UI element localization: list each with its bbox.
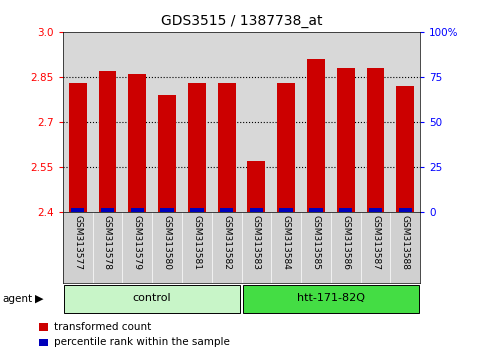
Bar [99,71,116,212]
Bar [277,83,295,212]
Text: GSM313586: GSM313586 [341,215,350,269]
Bar [130,209,144,212]
Text: GSM313580: GSM313580 [163,215,171,269]
Bar [247,161,265,212]
FancyBboxPatch shape [64,285,240,314]
Text: GSM313587: GSM313587 [371,215,380,269]
Text: GSM313578: GSM313578 [103,215,112,269]
Text: GSM313579: GSM313579 [133,215,142,269]
Text: GSM313585: GSM313585 [312,215,320,269]
Bar [369,209,382,212]
FancyBboxPatch shape [243,285,419,314]
Bar [339,209,353,212]
Bar [69,83,86,212]
Text: GDS3515 / 1387738_at: GDS3515 / 1387738_at [161,14,322,28]
Bar [220,209,233,212]
Text: GSM313581: GSM313581 [192,215,201,269]
Bar [190,209,203,212]
Text: control: control [133,293,171,303]
Text: htt-171-82Q: htt-171-82Q [297,293,365,303]
Text: transformed count: transformed count [54,321,151,332]
Bar [398,209,412,212]
Text: agent: agent [2,294,32,304]
Text: ▶: ▶ [35,294,44,304]
Text: GSM313583: GSM313583 [252,215,261,269]
Bar [160,209,174,212]
Bar [71,209,85,212]
Text: GSM313582: GSM313582 [222,215,231,269]
Text: GSM313584: GSM313584 [282,215,291,269]
Bar [158,95,176,212]
Bar [250,209,263,212]
Text: percentile rank within the sample: percentile rank within the sample [54,337,230,348]
Text: GSM313588: GSM313588 [401,215,410,269]
Bar [39,338,48,347]
Bar [337,68,355,212]
Bar [101,209,114,212]
Bar [39,322,48,331]
Bar [218,83,236,212]
Bar [280,209,293,212]
Bar [188,83,206,212]
Bar [128,74,146,212]
Bar [309,209,323,212]
Bar [367,68,384,212]
Bar [307,59,325,212]
Text: GSM313577: GSM313577 [73,215,82,269]
Bar [397,86,414,212]
